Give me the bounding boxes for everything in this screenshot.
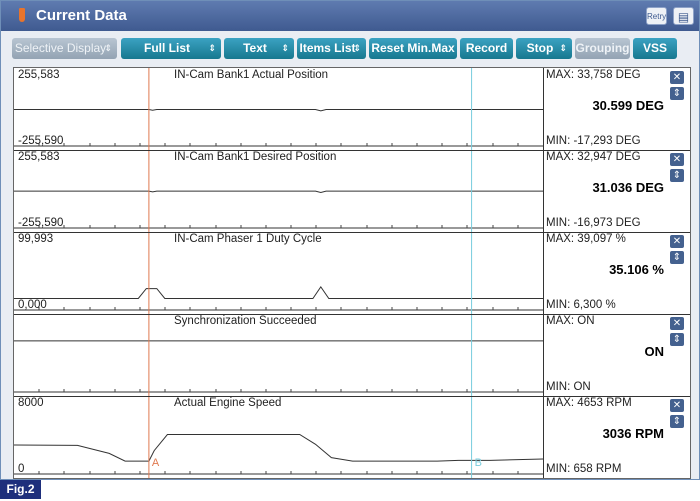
reset-min-max-button[interactable]: Reset Min.Max — [369, 38, 457, 59]
trace-line — [14, 286, 543, 299]
max-value: MAX: ON — [546, 315, 595, 327]
current-data-window: Current Data Retry ▤ Selective Display ⇕ … — [0, 0, 700, 480]
panel-separator — [14, 232, 690, 233]
spin-icon: ⇕ — [281, 43, 289, 53]
min-value: MIN: ON — [546, 381, 591, 393]
panel-separator — [14, 150, 690, 151]
items-list-button[interactable]: Items List ⇕ — [297, 38, 366, 59]
text-label: Text — [243, 41, 267, 55]
min-value: MIN: -17,293 DEG — [546, 135, 641, 147]
spin-icon: ⇕ — [208, 43, 216, 53]
window-title: Current Data — [36, 7, 127, 24]
spin-icon: ⇕ — [559, 43, 567, 53]
min-value: MIN: 6,300 % — [546, 299, 616, 311]
retry-label: Retry — [647, 12, 667, 21]
scale-min-label: 0 — [18, 463, 25, 475]
items-list-label: Items List — [299, 41, 356, 55]
scale-min-label: -255,590 — [18, 135, 64, 147]
close-icon[interactable]: ✕ — [670, 71, 684, 84]
move-icon[interactable]: ⇕ — [670, 333, 684, 346]
toolbar: Selective Display ⇕ Full List ⇕ Text ⇕ Item… — [1, 31, 699, 63]
record-button[interactable]: Record — [460, 38, 513, 59]
stop-button[interactable]: Stop ⇕ — [516, 38, 572, 59]
move-icon[interactable]: ⇕ — [670, 415, 684, 428]
vss-button[interactable]: VSS — [633, 38, 677, 59]
parameter-name: IN-Cam Phaser 1 Duty Cycle — [174, 233, 322, 245]
full-list-button[interactable]: Full List ⇕ — [121, 38, 221, 59]
selective-display-label: Selective Display — [14, 41, 107, 55]
vss-label: VSS — [642, 41, 667, 55]
current-value: 31.036 DEG — [592, 180, 664, 195]
parameter-name: Actual Engine Speed — [174, 397, 282, 409]
min-value: MIN: -16,973 DEG — [546, 217, 641, 229]
value-column-divider — [543, 68, 544, 478]
stop-label: Stop — [526, 41, 554, 55]
max-value: MAX: 33,758 DEG — [546, 69, 641, 81]
close-icon[interactable]: ✕ — [670, 153, 684, 166]
spin-icon: ⇕ — [353, 43, 361, 53]
scale-min-label: -255,590 — [18, 217, 64, 229]
current-value: ON — [644, 344, 665, 359]
figure-label: Fig.2 — [0, 480, 41, 499]
move-icon[interactable]: ⇕ — [670, 87, 684, 100]
current-value: 30.599 DEG — [592, 98, 664, 113]
current-value: 35.106 % — [609, 262, 664, 277]
retry-button[interactable]: Retry — [646, 7, 667, 25]
parameter-name: IN-Cam Bank1 Actual Position — [174, 69, 329, 81]
scale-max-label: 255,583 — [18, 151, 60, 163]
grouping-label: Grouping — [575, 41, 630, 55]
max-value: MAX: 4653 RPM — [546, 397, 632, 409]
scale-max-label: 99,993 — [18, 233, 54, 245]
panel-separator — [14, 314, 690, 315]
title-bar: Current Data Retry ▤ — [1, 1, 699, 31]
reset-label: Reset Min.Max — [371, 41, 455, 55]
trace-line — [14, 434, 544, 462]
scale-max-label: 255,583 — [18, 69, 60, 81]
close-icon[interactable]: ✕ — [670, 235, 684, 248]
full-list-label: Full List — [144, 41, 190, 55]
move-icon[interactable]: ⇕ — [670, 169, 684, 182]
cursor-a-label: A — [152, 457, 160, 469]
current-value: 3036 RPM — [602, 426, 664, 441]
cursor-b-label: B — [475, 457, 482, 469]
close-icon[interactable]: ✕ — [670, 317, 684, 330]
grouping-button[interactable]: Grouping — [575, 38, 630, 59]
spin-icon: ⇕ — [104, 43, 112, 53]
max-value: MAX: 32,947 DEG — [546, 151, 641, 163]
text-button[interactable]: Text ⇕ — [224, 38, 294, 59]
panel-separator — [14, 396, 690, 397]
scale-min-label: 0,000 — [18, 299, 47, 311]
parameter-name: Synchronization Succeeded — [174, 315, 317, 327]
menu-icon[interactable]: ▤ — [673, 7, 694, 25]
selective-display-button[interactable]: Selective Display ⇕ — [12, 38, 117, 59]
tool-icon — [19, 8, 25, 22]
min-value: MIN: 658 RPM — [546, 463, 622, 475]
max-value: MAX: 39,097 % — [546, 233, 626, 245]
trace-line — [14, 109, 543, 112]
trace-line — [14, 190, 543, 194]
close-icon[interactable]: ✕ — [670, 399, 684, 412]
move-icon[interactable]: ⇕ — [670, 251, 684, 264]
parameter-name: IN-Cam Bank1 Desired Position — [174, 151, 337, 163]
scale-max-label: 8000 — [18, 397, 44, 409]
record-label: Record — [465, 41, 508, 55]
